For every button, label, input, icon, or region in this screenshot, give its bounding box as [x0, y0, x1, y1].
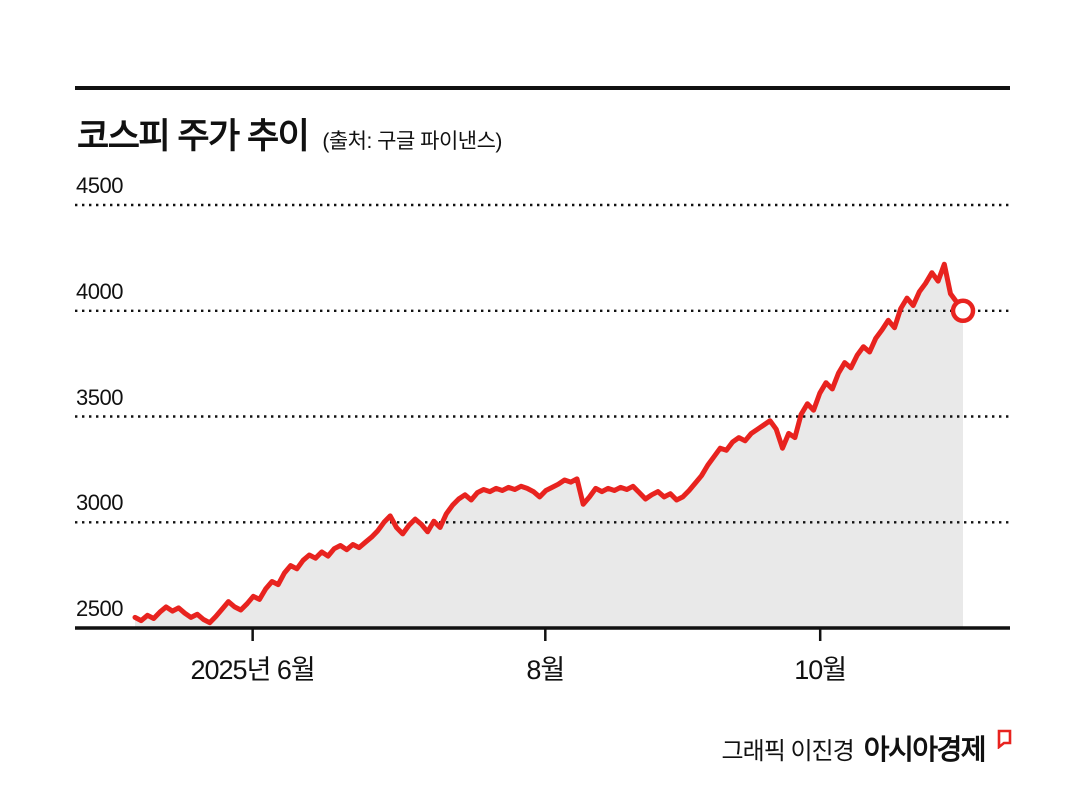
brand-name: 아시아경제 [863, 734, 987, 765]
price-line [132, 261, 966, 626]
end-marker [950, 298, 976, 324]
asiae-logo-icon [997, 729, 1012, 749]
y-axis-label: 2500 [76, 596, 123, 621]
y-axis-label: 3000 [76, 490, 123, 516]
x-axis-label: 10월 [794, 655, 847, 685]
area-fill [135, 264, 963, 628]
credit-text: 그래픽 이진경 [721, 738, 855, 765]
top-divider [75, 86, 1010, 90]
y-axis-label: 4500 [76, 173, 123, 198]
chart-title: 코스피 주가 추이 [77, 117, 310, 156]
chart-source: (출처: 구글 파이낸스) [322, 130, 502, 153]
x-axis-label: 2025년 6월 [190, 655, 316, 685]
credit-footer: 그래픽 이진경 아시아경제 [722, 728, 1012, 768]
x-axis-label: 8월 [526, 655, 565, 685]
y-axis-label: 3500 [76, 384, 123, 410]
chart-header: 코스피 주가 추이 (출처: 구글 파이낸스) [77, 108, 502, 159]
y-axis-label: 4000 [76, 278, 123, 304]
